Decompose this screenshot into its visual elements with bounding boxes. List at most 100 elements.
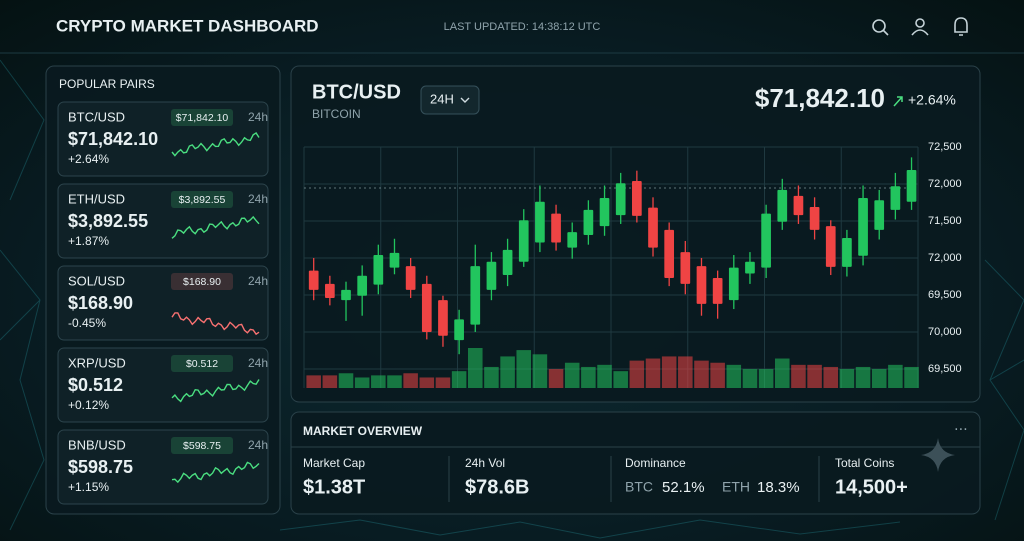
volume-bar xyxy=(306,375,321,388)
y-tick-label: 72,500 xyxy=(928,141,962,153)
pair-card[interactable]: BNB/USD $598.75 +1.15% $598.75 24h xyxy=(57,429,269,505)
volume-bar xyxy=(710,362,725,388)
candle-body xyxy=(809,206,820,230)
dominance-symbol: BTC xyxy=(625,479,653,495)
pair-card[interactable]: ETH/USD $3,892.55 +1.87% $3,892.55 24h xyxy=(57,183,269,259)
period-label: 24h xyxy=(248,110,268,124)
timeframe-button[interactable]: 24H xyxy=(420,85,480,115)
sparkline xyxy=(171,379,260,403)
volume-bar xyxy=(322,375,338,388)
chart-panel xyxy=(290,65,981,403)
volume-bar xyxy=(451,371,467,388)
volume-bar xyxy=(904,366,919,388)
volume-bar xyxy=(548,369,564,388)
pair-card[interactable]: BTC/USD $71,842.10 +2.64% $71,842.10 24h xyxy=(57,101,269,177)
price-badge xyxy=(171,273,233,290)
y-tick-label: 72,000 xyxy=(928,252,962,264)
notification-icon[interactable] xyxy=(954,17,968,36)
volume-bar xyxy=(354,377,370,388)
network-decoration xyxy=(0,59,1024,539)
pair-price: $3,892.55 xyxy=(68,211,148,231)
volume-bar xyxy=(468,348,483,388)
candle-body xyxy=(373,255,384,285)
timeframe-label: 24H xyxy=(430,91,454,106)
price-change: +2.64% xyxy=(908,92,956,108)
volume-bar xyxy=(839,369,855,388)
candle-body xyxy=(777,189,788,222)
candle-body xyxy=(761,213,771,268)
candle-body xyxy=(502,249,513,276)
candle-body xyxy=(842,238,852,267)
volume-bar xyxy=(371,375,386,388)
volume-bar xyxy=(807,364,822,388)
pair-change: +1.15% xyxy=(68,480,109,494)
candle-body xyxy=(518,220,529,262)
pair-price: $0.512 xyxy=(68,375,123,395)
pair-price: $71,842.10 xyxy=(68,129,158,149)
candle-body xyxy=(890,186,901,210)
pair-card[interactable]: XRP/USD $0.512 +0.12% $0.512 24h xyxy=(57,347,269,423)
stat-value: 14,500+ xyxy=(835,476,908,498)
sidebar-title: POPULAR PAIRS xyxy=(59,77,155,91)
candle-body xyxy=(438,300,448,336)
stat-value: $1.38T xyxy=(303,476,365,498)
candle-body xyxy=(454,319,464,341)
volume-bar xyxy=(484,366,499,388)
volume-bar xyxy=(532,354,548,388)
header-title: CRYPTO MARKET DASHBOARD xyxy=(56,16,319,35)
volume-bar xyxy=(758,369,774,388)
volume-bar xyxy=(419,377,435,388)
search-icon[interactable] xyxy=(872,19,889,36)
volume-bar xyxy=(645,358,661,388)
y-tick-label: 70,000 xyxy=(928,326,962,338)
pair-price: $598.75 xyxy=(68,457,133,477)
volume-bar xyxy=(726,364,742,388)
pair-name: BTC/USD xyxy=(68,109,125,124)
volume-bar xyxy=(500,356,515,388)
overview-title: MARKET OVERVIEW xyxy=(303,424,423,438)
sparkle-icon xyxy=(921,438,955,472)
sparkline xyxy=(171,461,260,484)
volume-bar xyxy=(516,350,532,388)
stat-label: 24h Vol xyxy=(465,456,505,470)
price-badge-text: $0.512 xyxy=(186,358,218,370)
candle-body xyxy=(389,252,400,268)
volume-bar xyxy=(871,369,887,388)
candle-body xyxy=(615,183,626,216)
pair-name: ETH/USD xyxy=(68,191,125,206)
card-background xyxy=(57,347,269,423)
candle-body xyxy=(648,207,658,248)
stat-value: $78.6B xyxy=(465,476,530,498)
candle-body xyxy=(567,232,578,248)
price-badge-text: $168.90 xyxy=(183,276,221,288)
up-arrow xyxy=(893,96,903,107)
stat-label: Market Cap xyxy=(303,456,365,470)
price-badge-text: $3,892.55 xyxy=(179,194,226,206)
candle-body xyxy=(632,181,642,216)
pair-change: -0.45% xyxy=(68,316,106,330)
chart-subtitle: BITCOIN xyxy=(312,107,361,121)
candle-body xyxy=(728,267,739,301)
volume-bar xyxy=(387,375,402,388)
pair-card[interactable]: SOL/USD $168.90 -0.45% $168.90 24h xyxy=(57,265,269,341)
price-badge xyxy=(171,355,233,372)
card-background xyxy=(57,429,269,505)
candle-body xyxy=(325,283,335,298)
price-badge xyxy=(171,109,233,126)
volume-bar xyxy=(597,364,612,388)
period-label: 24h xyxy=(248,192,268,206)
more-menu[interactable]: ⋯ xyxy=(954,421,968,437)
user-icon[interactable] xyxy=(911,18,929,36)
volume-bar xyxy=(775,358,790,388)
candle-body xyxy=(874,200,885,230)
candle-body xyxy=(906,169,917,202)
candle-body xyxy=(470,266,481,325)
candle-body xyxy=(551,213,561,243)
period-label: 24h xyxy=(248,438,268,452)
candle-body xyxy=(405,266,416,290)
y-tick-label: 69,500 xyxy=(928,289,962,301)
candle-body xyxy=(486,261,497,290)
volume-bar xyxy=(888,364,903,388)
